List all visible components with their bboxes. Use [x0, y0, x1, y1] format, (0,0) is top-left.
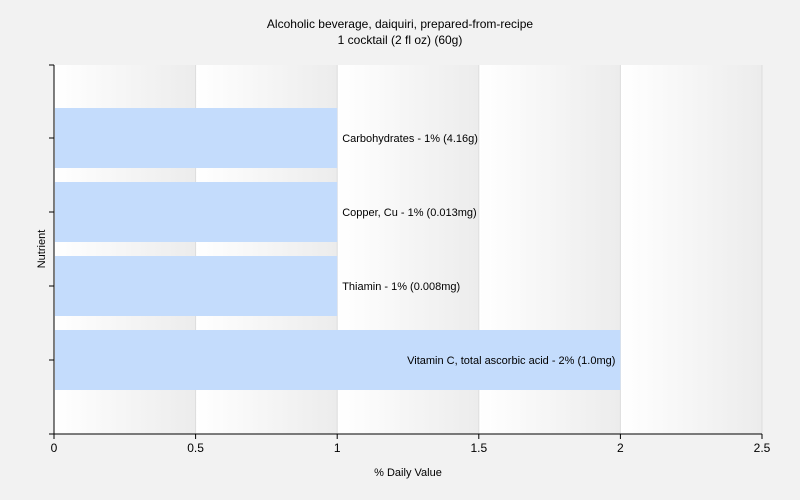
bar — [55, 108, 338, 168]
axes: 0 0.5 1 1.5 2 2.5 — [49, 64, 771, 455]
bar — [55, 256, 338, 316]
bar-labels: Carbohydrates - 1% (4.16g) Copper, Cu - 1… — [342, 133, 615, 367]
x-tick-label: 1 — [334, 441, 341, 455]
y-axis-label: Nutrient — [36, 230, 48, 269]
x-tick-label: 0 — [51, 441, 58, 455]
x-tick-label: 2.5 — [754, 441, 771, 455]
x-tick-label: 1.5 — [470, 441, 487, 455]
x-tick-label: 2 — [617, 441, 624, 455]
bar-data-label: Copper, Cu - 1% (0.013mg) — [342, 207, 477, 219]
x-axis-label: % Daily Value — [374, 467, 442, 479]
chart-subtitle: 1 cocktail (2 fl oz) (60g) — [338, 33, 463, 47]
bar-data-label: Carbohydrates - 1% (4.16g) — [342, 133, 478, 145]
bar — [55, 330, 621, 390]
bar-data-label: Vitamin C, total ascorbic acid - 2% (1.0… — [407, 355, 615, 367]
grid-band — [620, 65, 762, 434]
bar — [55, 182, 338, 242]
bars — [55, 108, 621, 390]
x-tick-label: 0.5 — [187, 441, 204, 455]
bar-data-label: Thiamin - 1% (0.008mg) — [342, 281, 460, 293]
chart-title: Alcoholic beverage, daiquiri, prepared-f… — [267, 17, 533, 31]
